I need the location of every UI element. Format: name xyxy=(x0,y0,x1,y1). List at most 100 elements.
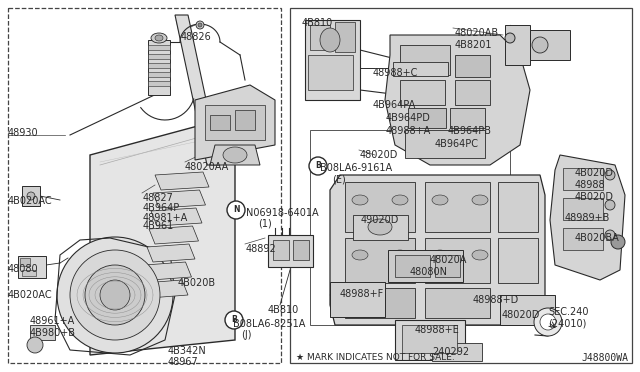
Text: ★ MARK INDICATES NOT FOR SALE.: ★ MARK INDICATES NOT FOR SALE. xyxy=(296,353,455,362)
Text: 4B964PB: 4B964PB xyxy=(448,126,492,136)
Circle shape xyxy=(227,201,245,219)
Circle shape xyxy=(605,200,615,210)
Bar xyxy=(500,295,555,325)
Ellipse shape xyxy=(352,250,368,260)
Ellipse shape xyxy=(352,195,368,205)
Bar xyxy=(425,238,490,283)
Bar xyxy=(148,45,170,50)
Bar xyxy=(268,235,313,267)
Text: 48988: 48988 xyxy=(575,180,605,190)
Text: 48988+D: 48988+D xyxy=(473,295,519,305)
Text: (1): (1) xyxy=(258,218,272,228)
Text: SEC.240: SEC.240 xyxy=(548,307,589,317)
Circle shape xyxy=(70,250,160,340)
Circle shape xyxy=(532,37,548,53)
Ellipse shape xyxy=(392,195,408,205)
Polygon shape xyxy=(155,172,209,190)
Text: 4B964PA: 4B964PA xyxy=(373,100,416,110)
Bar xyxy=(345,288,415,318)
Bar xyxy=(425,182,490,232)
Polygon shape xyxy=(550,155,625,280)
Polygon shape xyxy=(145,262,191,280)
Text: 4B980+B: 4B980+B xyxy=(30,328,76,338)
Text: J48800WA: J48800WA xyxy=(581,353,628,363)
Bar xyxy=(335,22,355,52)
Text: 48892: 48892 xyxy=(246,244,276,254)
Bar xyxy=(405,130,485,158)
Bar xyxy=(148,54,170,59)
Polygon shape xyxy=(195,85,275,160)
Text: 48020AB: 48020AB xyxy=(455,28,499,38)
Text: 4B964P: 4B964P xyxy=(143,203,180,213)
Text: 48020AA: 48020AA xyxy=(185,162,229,172)
Text: 4B961: 4B961 xyxy=(143,221,174,231)
Ellipse shape xyxy=(151,33,167,43)
Bar xyxy=(20,258,30,266)
Polygon shape xyxy=(143,280,188,298)
Bar xyxy=(395,320,465,360)
Circle shape xyxy=(605,170,615,180)
Text: 48080: 48080 xyxy=(8,264,38,274)
Bar xyxy=(455,80,490,105)
Polygon shape xyxy=(151,208,202,226)
Bar xyxy=(148,40,170,95)
Circle shape xyxy=(540,314,556,330)
Text: 240292: 240292 xyxy=(432,347,469,357)
Polygon shape xyxy=(210,145,260,165)
Polygon shape xyxy=(147,244,195,262)
Bar xyxy=(563,168,603,190)
Bar xyxy=(22,186,40,206)
Bar xyxy=(235,110,255,130)
Bar xyxy=(22,270,36,276)
Circle shape xyxy=(225,311,243,329)
Text: 4B8201: 4B8201 xyxy=(455,40,493,50)
Bar xyxy=(308,55,353,90)
Bar xyxy=(455,55,490,77)
Text: 48981+A: 48981+A xyxy=(143,213,188,223)
Circle shape xyxy=(309,157,327,175)
Text: 4B020D: 4B020D xyxy=(575,192,614,202)
Text: 4B020AC: 4B020AC xyxy=(8,290,52,300)
Ellipse shape xyxy=(392,250,408,260)
Text: 48020D: 48020D xyxy=(360,150,398,160)
Ellipse shape xyxy=(432,195,448,205)
Text: 4B020B: 4B020B xyxy=(178,278,216,288)
Bar xyxy=(530,30,570,60)
Text: 49020D: 49020D xyxy=(361,215,399,225)
Bar xyxy=(273,240,289,260)
Text: 48988+E: 48988+E xyxy=(415,325,460,335)
Text: 48020D: 48020D xyxy=(502,310,540,320)
Bar xyxy=(353,215,408,240)
Polygon shape xyxy=(175,15,220,165)
Text: 48988+C: 48988+C xyxy=(373,68,419,78)
Text: 4B020BA: 4B020BA xyxy=(575,233,620,243)
Bar xyxy=(395,255,430,277)
Ellipse shape xyxy=(472,250,488,260)
Text: (24010): (24010) xyxy=(548,318,586,328)
Bar xyxy=(563,198,603,220)
Polygon shape xyxy=(385,35,530,165)
Bar xyxy=(310,130,510,325)
Ellipse shape xyxy=(432,250,448,260)
Circle shape xyxy=(27,337,43,353)
Text: 4B342N: 4B342N xyxy=(168,346,207,356)
Text: 4B810: 4B810 xyxy=(302,18,333,28)
Polygon shape xyxy=(90,120,235,355)
Bar xyxy=(498,182,538,232)
Bar xyxy=(425,288,490,318)
Text: B: B xyxy=(231,315,237,324)
Bar xyxy=(8,8,281,363)
Bar xyxy=(148,81,170,86)
Polygon shape xyxy=(149,226,198,244)
Bar xyxy=(148,72,170,77)
Bar xyxy=(30,325,55,340)
Bar xyxy=(450,108,485,128)
Text: 48827: 48827 xyxy=(143,193,174,203)
Ellipse shape xyxy=(155,35,163,41)
Bar xyxy=(345,182,415,232)
Text: B08LA6-8251A: B08LA6-8251A xyxy=(233,319,305,329)
Bar xyxy=(205,105,265,140)
Text: 48080N: 48080N xyxy=(410,267,448,277)
Bar xyxy=(400,80,445,105)
Text: N06918-6401A: N06918-6401A xyxy=(246,208,319,218)
